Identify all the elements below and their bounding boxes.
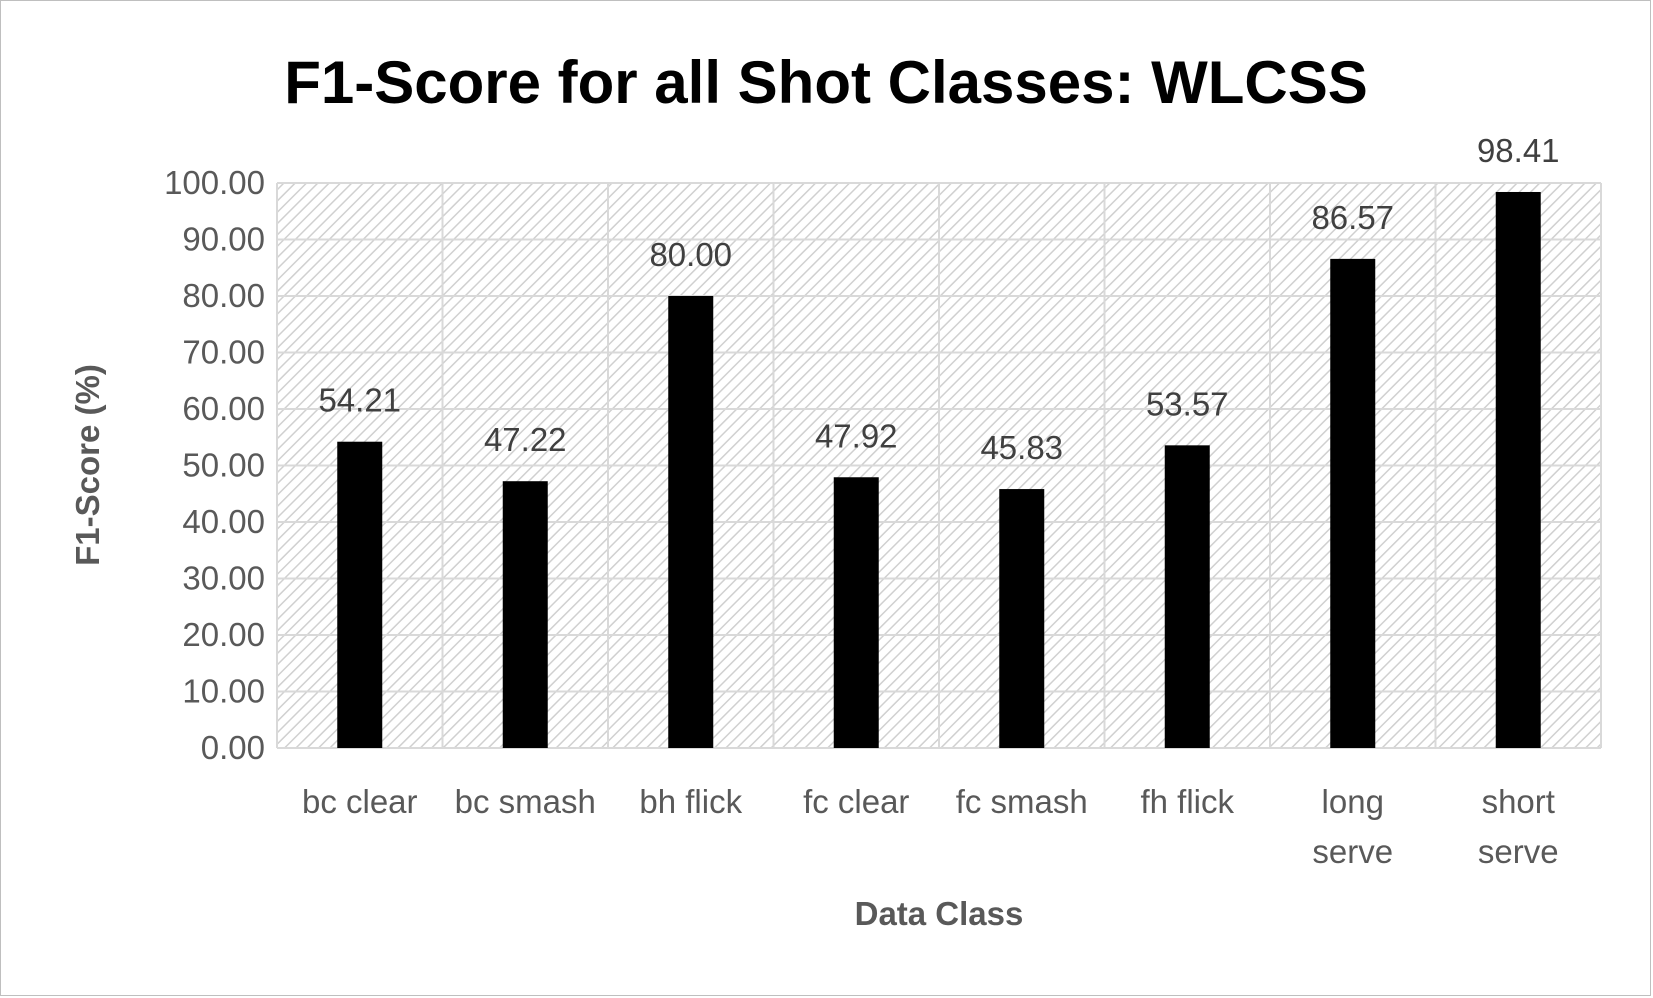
data-label: 54.21 bbox=[318, 382, 401, 419]
data-label: 47.92 bbox=[815, 417, 898, 454]
x-tick-label: serve bbox=[1478, 833, 1559, 870]
x-tick-label: bc clear bbox=[302, 783, 418, 820]
data-label: 53.57 bbox=[1146, 385, 1229, 422]
y-tick-label: 10.00 bbox=[182, 673, 265, 710]
x-tick-label: long bbox=[1322, 783, 1384, 820]
bar bbox=[833, 477, 879, 748]
y-tick-label: 70.00 bbox=[182, 334, 265, 371]
bar bbox=[337, 441, 383, 748]
bar bbox=[668, 296, 714, 748]
data-labels: 54.21 47.22 80.00 47.92 45.83 53.57 86.57 98.41 bbox=[318, 132, 1559, 466]
y-tick-label: 80.00 bbox=[182, 277, 265, 314]
y-tick-label: 30.00 bbox=[182, 560, 265, 597]
y-axis-title: F1-Score (%) bbox=[69, 364, 106, 566]
y-tick-label: 40.00 bbox=[182, 503, 265, 540]
bar bbox=[502, 481, 548, 748]
x-tick-label: fc smash bbox=[956, 783, 1088, 820]
x-axis-category-labels: bc clear bc smash bh flick fc clear fc smash… bbox=[302, 783, 1559, 870]
data-label: 80.00 bbox=[649, 236, 732, 273]
x-tick-label: bh flick bbox=[639, 783, 742, 820]
data-label: 98.41 bbox=[1477, 132, 1560, 169]
x-tick-label: fc clear bbox=[803, 783, 909, 820]
x-tick-label: short bbox=[1482, 783, 1555, 820]
y-axis-tick-labels: 0.00 10.00 20.00 30.00 40.00 50.00 60.00 70.00 8… bbox=[164, 164, 265, 766]
y-tick-label: 0.00 bbox=[201, 729, 265, 766]
y-tick-label: 60.00 bbox=[182, 390, 265, 427]
x-tick-label: bc smash bbox=[455, 783, 596, 820]
y-tick-label: 50.00 bbox=[182, 447, 265, 484]
data-label: 45.83 bbox=[980, 429, 1063, 466]
gridlines bbox=[276, 182, 1602, 749]
bar bbox=[1164, 445, 1210, 748]
x-axis-title: Data Class bbox=[855, 895, 1024, 932]
y-tick-label: 20.00 bbox=[182, 616, 265, 653]
y-tick-label: 90.00 bbox=[182, 221, 265, 258]
bar bbox=[999, 489, 1045, 748]
chart-title: F1-Score for all Shot Classes: WLCSS bbox=[284, 49, 1368, 116]
bar bbox=[1330, 258, 1376, 748]
bars bbox=[337, 191, 1541, 748]
x-tick-label: serve bbox=[1312, 833, 1393, 870]
data-label: 47.22 bbox=[484, 421, 567, 458]
x-tick-label: fh flick bbox=[1140, 783, 1234, 820]
bar bbox=[1495, 191, 1541, 748]
data-label: 86.57 bbox=[1311, 199, 1394, 236]
y-tick-label: 100.00 bbox=[164, 164, 265, 201]
